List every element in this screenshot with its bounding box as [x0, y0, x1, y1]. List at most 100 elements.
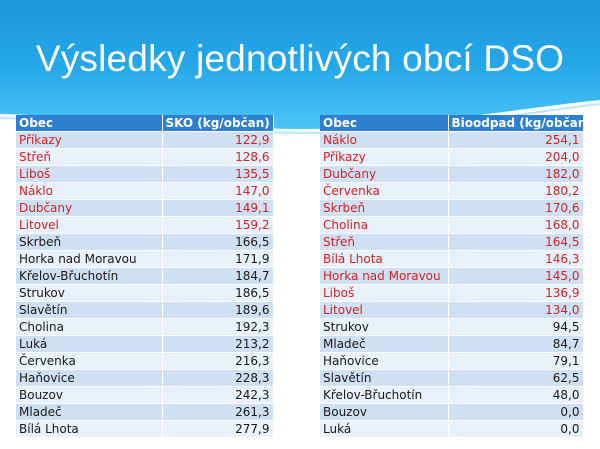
table-row: Střeň 128,6 [16, 148, 274, 166]
value-cell: 204,0 [448, 148, 584, 166]
value-cell: 166,5 [162, 233, 274, 251]
municipality-cell: Náklo [16, 182, 163, 200]
table-row: Skrbeň 170,6 [320, 199, 584, 217]
municipality-cell: Slavětín [16, 301, 163, 319]
municipality-cell: Dubčany [320, 165, 449, 183]
municipality-cell: Střeň [320, 233, 449, 251]
column-header-bioodpad: Bioodpad (kg/občan) [448, 115, 584, 132]
value-cell: 136,9 [448, 284, 584, 302]
value-cell: 192,3 [162, 318, 274, 336]
table-header-row: Obec Bioodpad (kg/občan) [320, 115, 584, 132]
municipality-cell: Haňovice [320, 352, 449, 370]
value-cell: 128,6 [162, 148, 274, 166]
table-row: Slavětín 62,5 [320, 369, 584, 387]
value-cell: 184,7 [162, 267, 274, 285]
municipality-cell: Křelov-Břuchotín [16, 267, 163, 285]
municipality-cell: Střeň [16, 148, 163, 166]
municipality-cell: Příkazy [16, 131, 163, 149]
municipality-cell: Příkazy [320, 148, 449, 166]
municipality-cell: Mladeč [320, 335, 449, 353]
value-cell: 228,3 [162, 369, 274, 387]
value-cell: 62,5 [448, 369, 584, 387]
table-row: Slavětín 189,6 [16, 301, 274, 319]
value-cell: 146,3 [448, 250, 584, 268]
municipality-cell: Bílá Lhota [16, 420, 163, 438]
table-row: Náklo 147,0 [16, 182, 274, 200]
value-cell: 216,3 [162, 352, 274, 370]
value-cell: 147,0 [162, 182, 274, 200]
table-row: Luká 0,0 [320, 420, 584, 438]
municipality-cell: Horka nad Moravou [16, 250, 163, 268]
value-cell: 171,9 [162, 250, 274, 268]
value-cell: 182,0 [448, 165, 584, 183]
value-cell: 135,5 [162, 165, 274, 183]
table-row: Mladeč 261,3 [16, 403, 274, 421]
column-header-sko: SKO (kg/občan) [162, 115, 274, 132]
municipality-cell: Mladeč [16, 403, 163, 421]
municipality-cell: Litovel [320, 301, 449, 319]
value-cell: 149,1 [162, 199, 274, 217]
municipality-cell: Skrbeň [16, 233, 163, 251]
value-cell: 277,9 [162, 420, 274, 438]
value-cell: 94,5 [448, 318, 584, 336]
table-row: Náklo 254,1 [320, 131, 584, 149]
municipality-cell: Dubčany [16, 199, 163, 217]
municipality-cell: Litovel [16, 216, 163, 234]
value-cell: 254,1 [448, 131, 584, 149]
municipality-cell: Strukov [320, 318, 449, 336]
table-row: Haňovice 79,1 [320, 352, 584, 370]
table-header-row: Obec SKO (kg/občan) [16, 115, 274, 132]
value-cell: 180,2 [448, 182, 584, 200]
table-row: Křelov-Břuchotín 184,7 [16, 267, 274, 285]
municipality-cell: Cholina [320, 216, 449, 234]
table-row: Liboš 136,9 [320, 284, 584, 302]
table-row: Horka nad Moravou 145,0 [320, 267, 584, 285]
table-row: Bouzov 0,0 [320, 403, 584, 421]
municipality-cell: Strukov [16, 284, 163, 302]
municipality-cell: Liboš [16, 165, 163, 183]
value-cell: 159,2 [162, 216, 274, 234]
municipality-cell: Haňovice [16, 369, 163, 387]
value-cell: 79,1 [448, 352, 584, 370]
municipality-cell: Luká [16, 335, 163, 353]
table-row: Haňovice 228,3 [16, 369, 274, 387]
municipality-cell: Skrbeň [320, 199, 449, 217]
table-row: Křelov-Břuchotín 48,0 [320, 386, 584, 404]
table-row: Mladeč 84,7 [320, 335, 584, 353]
municipality-cell: Cholina [16, 318, 163, 336]
table-row: Dubčany 149,1 [16, 199, 274, 217]
column-header-obec: Obec [16, 115, 163, 132]
value-cell: 261,3 [162, 403, 274, 421]
table-row: Příkazy 204,0 [320, 148, 584, 166]
bioodpad-table: Obec Bioodpad (kg/občan) Náklo 254,1 Příka… [320, 115, 584, 438]
table-row: Bílá Lhota 146,3 [320, 250, 584, 268]
table-row: Příkazy 122,9 [16, 131, 274, 149]
value-cell: 170,6 [448, 199, 584, 217]
value-cell: 145,0 [448, 267, 584, 285]
table-row: Litovel 159,2 [16, 216, 274, 234]
table-row: Strukov 186,5 [16, 284, 274, 302]
municipality-cell: Náklo [320, 131, 449, 149]
municipality-cell: Liboš [320, 284, 449, 302]
municipality-cell: Červenka [320, 182, 449, 200]
table-row: Cholina 192,3 [16, 318, 274, 336]
table-row: Bílá Lhota 277,9 [16, 420, 274, 438]
sko-table: Obec SKO (kg/občan) Příkazy 122,9 Střeň 128… [16, 115, 274, 438]
table-row: Litovel 134,0 [320, 301, 584, 319]
value-cell: 84,7 [448, 335, 584, 353]
value-cell: 242,3 [162, 386, 274, 404]
municipality-cell: Červenka [16, 352, 163, 370]
municipality-cell: Bouzov [16, 386, 163, 404]
value-cell: 122,9 [162, 131, 274, 149]
value-cell: 213,2 [162, 335, 274, 353]
municipality-cell: Luká [320, 420, 449, 438]
municipality-cell: Slavětín [320, 369, 449, 387]
value-cell: 189,6 [162, 301, 274, 319]
table-row: Bouzov 242,3 [16, 386, 274, 404]
table-row: Luká 213,2 [16, 335, 274, 353]
table-row: Střeň 164,5 [320, 233, 584, 251]
municipality-cell: Křelov-Břuchotín [320, 386, 449, 404]
table-row: Horka nad Moravou 171,9 [16, 250, 274, 268]
value-cell: 168,0 [448, 216, 584, 234]
